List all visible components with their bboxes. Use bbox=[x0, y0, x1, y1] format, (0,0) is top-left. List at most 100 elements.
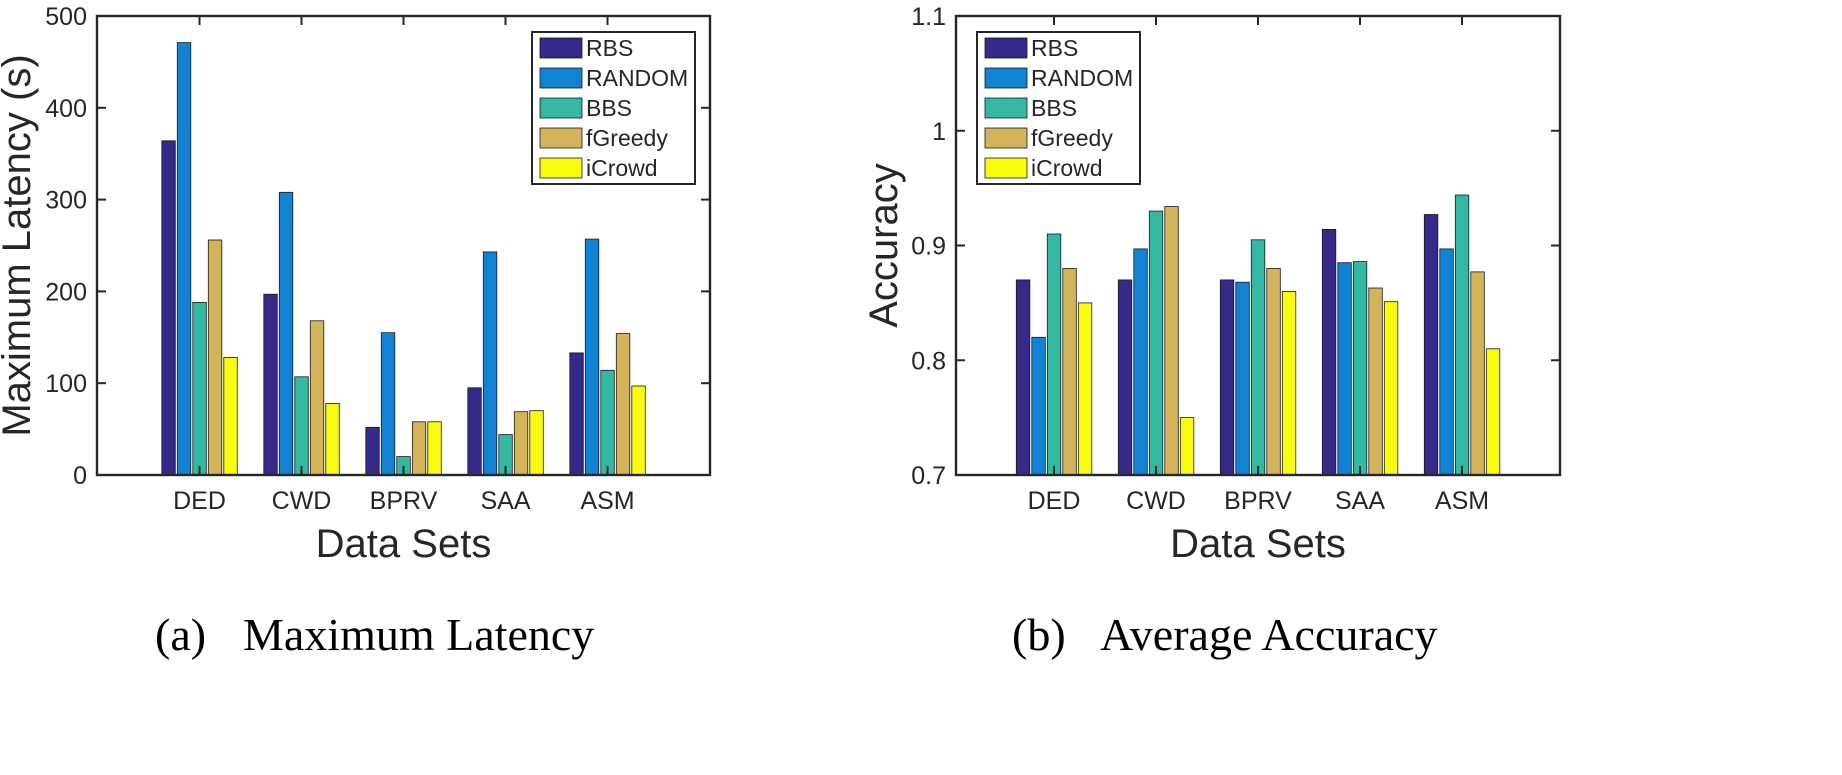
legend: RBS RANDOM BBS fGreedy iCrowd bbox=[531, 31, 696, 185]
bar-bbs-saa bbox=[1352, 261, 1368, 476]
x-tick-label: CWD bbox=[1126, 487, 1186, 515]
bar-icrowd-saa bbox=[529, 410, 544, 476]
bar-icrowd-bprv bbox=[427, 421, 442, 476]
x-tick-label: DED bbox=[1028, 487, 1081, 515]
caption-label: (b) bbox=[1012, 609, 1066, 660]
bar-icrowd-asm bbox=[1485, 348, 1501, 476]
bar-rbs-cwd bbox=[1117, 279, 1133, 476]
max-latency-chart: 0 100 200 300 400 500 DED CWD BPRV SAA ASM Data Set… bbox=[0, 3, 712, 660]
legend-swatch-bbs bbox=[539, 97, 583, 119]
legend-label-rbs: RBS bbox=[1031, 35, 1078, 61]
caption-text: Maximum Latency bbox=[243, 609, 594, 660]
bar-random-asm bbox=[1439, 248, 1454, 476]
legend-label-random: RANDOM bbox=[586, 65, 688, 91]
legend-label-icrowd: iCrowd bbox=[1031, 155, 1103, 181]
legend-swatch-fgreedy bbox=[984, 127, 1028, 149]
bar-icrowd-ded bbox=[223, 357, 238, 476]
legend-swatch-rbs bbox=[539, 37, 583, 59]
bar-icrowd-saa bbox=[1383, 301, 1399, 476]
bar-rbs-cwd bbox=[263, 293, 278, 476]
bar-random-cwd bbox=[278, 191, 294, 476]
bar-rbs-bprv bbox=[1219, 279, 1235, 476]
legend-swatch-rbs bbox=[984, 37, 1028, 59]
x-tick-label: SAA bbox=[1335, 487, 1385, 515]
x-tick-label: DED bbox=[173, 487, 226, 515]
bar-rbs-asm bbox=[1423, 214, 1439, 476]
legend-label-fgreedy: fGreedy bbox=[1031, 125, 1113, 151]
bar-bbs-asm bbox=[600, 369, 615, 476]
bar-icrowd-ded bbox=[1077, 302, 1093, 476]
y-axis-label: Maximum Latency (s) bbox=[0, 54, 39, 436]
bar-fgreedy-cwd bbox=[1164, 206, 1179, 476]
caption-label: (a) bbox=[155, 609, 206, 660]
legend-label-random: RANDOM bbox=[1031, 65, 1133, 91]
bar-random-asm bbox=[584, 238, 600, 476]
bar-random-saa bbox=[482, 251, 498, 476]
legend-swatch-bbs bbox=[984, 97, 1028, 119]
bar-rbs-saa bbox=[1321, 228, 1337, 476]
y-tick-label: 200 bbox=[45, 278, 87, 306]
x-tick-label: BPRV bbox=[1224, 487, 1292, 515]
x-tick-label: BPRV bbox=[370, 487, 438, 515]
legend-label-bbs: BBS bbox=[1031, 95, 1077, 121]
bar-fgreedy-bprv bbox=[1266, 268, 1281, 476]
bar-fgreedy-saa bbox=[1368, 287, 1383, 476]
bar-random-cwd bbox=[1133, 248, 1148, 476]
legend: RBS RANDOM BBS fGreedy iCrowd bbox=[976, 31, 1141, 185]
x-tick-label: ASM bbox=[580, 487, 634, 515]
bar-random-ded bbox=[176, 42, 192, 476]
bar-random-saa bbox=[1337, 262, 1352, 476]
bar-random-bprv bbox=[1235, 281, 1250, 476]
legend-swatch-fgreedy bbox=[539, 127, 583, 149]
bar-icrowd-asm bbox=[631, 385, 646, 476]
bar-fgreedy-bprv bbox=[411, 421, 427, 476]
legend-swatch-random bbox=[539, 67, 583, 89]
legend-swatch-random bbox=[984, 67, 1028, 89]
legend-label-icrowd: iCrowd bbox=[586, 155, 658, 181]
legend-swatch-icrowd bbox=[984, 157, 1028, 179]
bar-fgreedy-asm bbox=[615, 333, 631, 476]
bar-bbs-ded bbox=[1046, 233, 1062, 476]
bar-bbs-cwd bbox=[294, 376, 309, 476]
bar-bbs-ded bbox=[192, 301, 207, 476]
y-axis-label: Accuracy bbox=[862, 163, 906, 328]
bar-fgreedy-ded bbox=[207, 239, 223, 476]
y-tick-label: 0.9 bbox=[911, 233, 946, 261]
bar-rbs-asm bbox=[569, 352, 584, 476]
bar-bbs-cwd bbox=[1148, 210, 1164, 476]
bar-random-bprv bbox=[380, 332, 396, 476]
bar-fgreedy-ded bbox=[1062, 268, 1077, 476]
legend-label-rbs: RBS bbox=[586, 35, 633, 61]
bar-icrowd-cwd bbox=[1179, 417, 1195, 476]
legend-label-bbs: BBS bbox=[586, 95, 632, 121]
bar-rbs-bprv bbox=[365, 426, 380, 476]
legend-swatch-icrowd bbox=[539, 157, 583, 179]
accuracy-chart: 0.7 0.8 0.9 1 1.1 DED CWD BPRV SAA ASM Data Sets Ac… bbox=[862, 3, 1562, 660]
bar-icrowd-cwd bbox=[325, 402, 340, 476]
bar-bbs-asm bbox=[1454, 194, 1470, 476]
x-tick-label: ASM bbox=[1435, 487, 1489, 515]
legend-label-fgreedy: fGreedy bbox=[586, 125, 668, 151]
bar-random-ded bbox=[1031, 336, 1046, 476]
x-axis-label: Data Sets bbox=[316, 522, 492, 566]
bar-fgreedy-cwd bbox=[309, 320, 325, 476]
bar-bbs-bprv bbox=[1250, 239, 1266, 476]
bar-fgreedy-asm bbox=[1470, 271, 1485, 476]
y-tick-label: 400 bbox=[45, 95, 87, 123]
y-tick-label: 0 bbox=[73, 462, 87, 490]
bar-rbs-ded bbox=[161, 140, 176, 476]
bar-fgreedy-saa bbox=[513, 411, 529, 476]
y-tick-label: 100 bbox=[45, 370, 87, 398]
y-tick-label: 1.1 bbox=[911, 3, 946, 31]
y-tick-label: 1 bbox=[932, 118, 946, 146]
x-tick-label: CWD bbox=[272, 487, 332, 515]
y-tick-label: 500 bbox=[45, 3, 87, 31]
bar-rbs-ded bbox=[1015, 279, 1031, 476]
x-tick-label: SAA bbox=[480, 487, 530, 515]
y-tick-label: 0.7 bbox=[911, 462, 946, 490]
y-tick-label: 0.8 bbox=[911, 347, 946, 375]
x-axis-label: Data Sets bbox=[1170, 522, 1346, 566]
y-tick-label: 300 bbox=[45, 187, 87, 215]
caption-text: Average Accuracy bbox=[1100, 609, 1438, 660]
